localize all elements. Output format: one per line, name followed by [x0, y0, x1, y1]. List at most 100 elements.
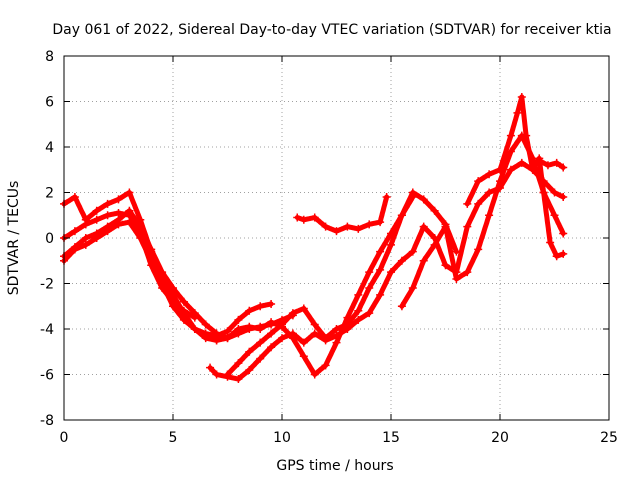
data-point	[485, 188, 494, 197]
data-point	[169, 297, 177, 306]
series-track-11	[535, 156, 568, 172]
y-tick-label: 0	[45, 231, 54, 247]
data-point	[376, 247, 385, 256]
data-point	[299, 304, 308, 313]
data-point	[382, 193, 391, 202]
y-tick-label: -6	[40, 368, 54, 384]
data-point	[535, 156, 544, 165]
data-point	[114, 220, 123, 229]
series-trace	[536, 158, 566, 170]
data-point	[92, 234, 101, 242]
data-point	[365, 284, 374, 293]
series-track-7	[223, 188, 461, 379]
data-point	[147, 261, 156, 270]
data-point	[419, 222, 428, 231]
data-point	[441, 261, 450, 270]
data-point	[343, 222, 352, 231]
series-track-6	[212, 193, 417, 379]
data-point	[288, 309, 297, 318]
y-tick-label: -2	[40, 277, 54, 293]
data-point	[365, 220, 374, 229]
data-point	[81, 220, 90, 229]
series-trace	[464, 94, 566, 259]
data-point	[234, 375, 243, 384]
data-point	[70, 245, 79, 254]
data-point	[387, 268, 395, 277]
data-point	[70, 193, 79, 202]
y-tick-label: 8	[45, 49, 54, 65]
data-point	[354, 306, 363, 315]
data-point	[463, 222, 472, 231]
data-point	[212, 336, 221, 345]
data-point	[81, 240, 90, 249]
data-point	[310, 370, 319, 379]
data-point	[559, 193, 568, 202]
data-point	[103, 211, 112, 220]
data-point	[332, 325, 341, 333]
data-point	[474, 177, 483, 186]
data-point	[452, 274, 461, 283]
data-point	[245, 306, 254, 315]
data-point	[419, 256, 428, 265]
data-point	[559, 249, 568, 258]
data-point	[81, 234, 90, 242]
data-point	[528, 165, 537, 174]
x-axis-label: GPS time / hours	[276, 458, 393, 474]
data-point	[354, 315, 363, 324]
data-point	[267, 329, 276, 338]
data-point	[397, 211, 406, 220]
data-point	[559, 163, 568, 172]
x-tick-label: 25	[600, 430, 618, 446]
data-point	[103, 199, 112, 208]
data-point	[365, 268, 374, 277]
data-point	[190, 325, 199, 333]
data-point	[354, 290, 363, 299]
data-point	[267, 318, 276, 327]
data-point	[179, 297, 188, 306]
data-point	[550, 188, 559, 197]
y-tick-label: 4	[45, 140, 54, 156]
data-point	[310, 320, 319, 329]
data-point	[201, 320, 210, 329]
data-point	[463, 199, 472, 208]
data-point	[354, 224, 363, 233]
data-point	[485, 211, 494, 220]
data-point	[278, 334, 286, 343]
data-point	[408, 247, 417, 256]
y-tick-label: -4	[40, 322, 54, 338]
y-tick-label: -8	[40, 413, 54, 429]
data-point	[496, 177, 504, 186]
data-point	[278, 320, 286, 329]
series-trace	[207, 160, 566, 382]
data-point	[125, 211, 134, 220]
data-point	[376, 218, 385, 227]
data-point	[245, 322, 254, 331]
data-point	[343, 320, 352, 329]
data-point	[158, 284, 167, 293]
data-point	[179, 306, 188, 315]
data-point	[212, 329, 221, 338]
y-tick-label: 6	[45, 95, 54, 111]
data-point	[321, 361, 330, 370]
data-point	[256, 338, 265, 347]
data-point	[559, 229, 568, 238]
data-point	[332, 338, 341, 347]
data-point	[474, 199, 483, 208]
data-point	[397, 302, 406, 311]
data-point	[441, 222, 450, 231]
data-point	[92, 215, 101, 224]
data-point	[223, 334, 232, 343]
data-point	[517, 158, 526, 167]
x-tick-label: 20	[491, 430, 509, 446]
data-point	[517, 92, 526, 101]
data-point	[332, 227, 341, 236]
x-tick-label: 5	[169, 430, 178, 446]
data-point	[70, 227, 79, 236]
data-point	[546, 238, 555, 247]
data-point	[125, 188, 134, 197]
data-point	[267, 299, 276, 308]
data-point	[245, 347, 254, 356]
y-tick-label: 2	[45, 186, 54, 202]
data-point	[245, 365, 254, 374]
data-point	[310, 329, 319, 338]
